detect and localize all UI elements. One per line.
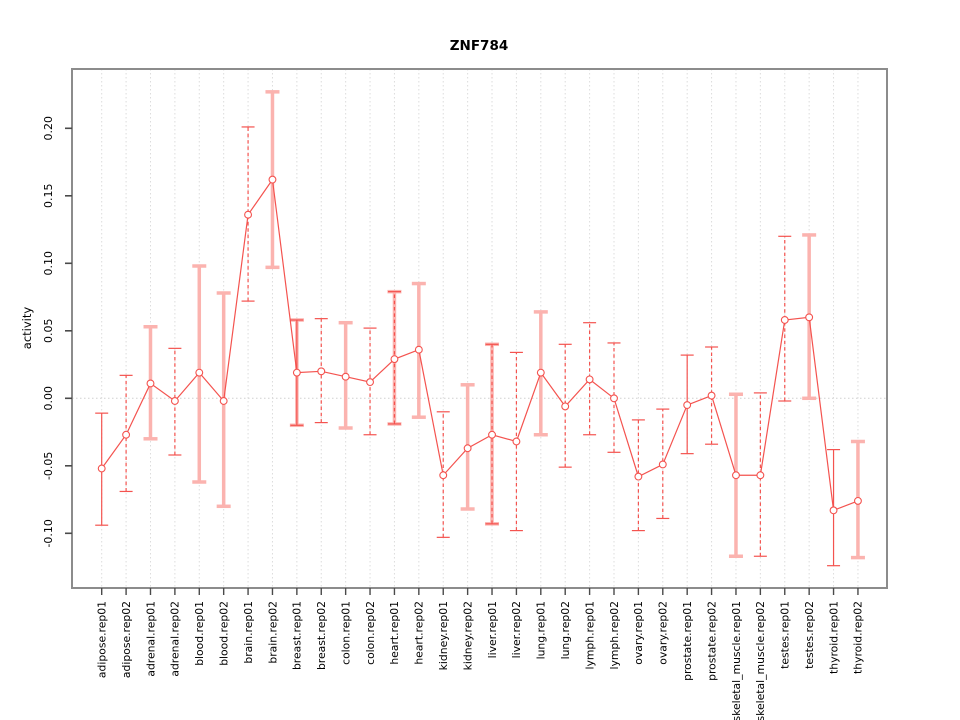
x-tick-label: ovary.rep02 [657, 601, 670, 665]
y-tick-label: -0.10 [42, 519, 55, 547]
data-point [634, 472, 643, 481]
y-tick-label: -0.05 [42, 452, 55, 480]
x-tick-label: adrenal.rep01 [144, 601, 157, 677]
x-tick-label: ovary.rep01 [632, 601, 645, 665]
x-tick-label: heart.rep01 [388, 601, 401, 665]
y-tick-label: 0.15 [42, 184, 55, 209]
x-tick-label: lung.rep01 [535, 601, 548, 659]
data-point [536, 368, 545, 377]
x-tick-label: brain.rep02 [266, 601, 279, 664]
data-point [439, 471, 448, 480]
x-tick-label: breast.rep01 [291, 601, 304, 670]
data-point [366, 378, 374, 387]
data-point [244, 210, 253, 219]
data-point [561, 402, 570, 411]
data-point [512, 437, 521, 446]
data-point [780, 316, 789, 324]
x-tick-label: colon.rep01 [339, 601, 352, 665]
data-point [268, 175, 277, 184]
data-point [805, 313, 814, 322]
data-point [463, 444, 472, 453]
x-tick-label: adrenal.rep02 [169, 601, 182, 677]
y-tick-label: 0.10 [42, 251, 55, 276]
data-point [390, 355, 399, 364]
data-point [488, 430, 496, 439]
x-tick-label: prostate.rep01 [681, 601, 694, 681]
data-point [658, 460, 667, 469]
plot-frame [71, 68, 888, 589]
y-axis-label: activity [20, 306, 34, 350]
y-tick-label: 0.00 [42, 386, 55, 411]
data-point [585, 375, 594, 384]
x-tick-label: kidney.rep01 [437, 601, 450, 670]
x-tick-label: testes.rep02 [803, 601, 816, 669]
x-tick-label: lymph.rep02 [608, 601, 621, 669]
data-point [317, 367, 326, 376]
x-tick-label: blood.rep02 [217, 601, 230, 666]
data-point [683, 401, 692, 409]
data-point [341, 372, 350, 381]
series-line [101, 177, 859, 512]
x-tick-label: adipose.rep02 [120, 601, 133, 678]
x-tick-label: kidney.rep02 [461, 601, 474, 670]
x-tick-label: blood.rep01 [193, 601, 206, 666]
x-tick-label: lymph.rep01 [583, 601, 596, 669]
data-point [853, 496, 862, 505]
x-tick-label: brain.rep01 [242, 601, 255, 664]
x-tick-label: liver.rep02 [510, 601, 523, 658]
chart-title: ZNF784 [449, 38, 509, 54]
x-tick-label: colon.rep02 [364, 601, 377, 665]
x-tick-label: testes.rep01 [779, 601, 792, 669]
x-tick-label: prostate.rep02 [705, 601, 718, 681]
x-tick-label: skeletal_muscle.rep01 [730, 601, 743, 720]
x-tick-label: lung.rep02 [559, 601, 572, 659]
x-tick-label: skeletal_muscle.rep02 [754, 601, 767, 720]
data-point [195, 368, 204, 377]
x-tick-label: thyroid.rep01 [827, 601, 840, 674]
x-tick-label: liver.rep01 [486, 601, 499, 658]
data-point [122, 430, 131, 439]
data-point [170, 397, 179, 405]
x-tick-label: breast.rep02 [315, 601, 328, 670]
x-tick-label: thyroid.rep02 [852, 601, 865, 674]
data-point [732, 471, 740, 480]
y-tick-label: 0.05 [42, 319, 55, 344]
data-point [219, 397, 228, 405]
data-point [414, 345, 423, 354]
x-tick-label: adipose.rep01 [96, 601, 109, 678]
data-point [97, 464, 106, 473]
y-tick-label: 0.20 [42, 116, 55, 141]
data-point [756, 471, 765, 480]
data-point [707, 391, 716, 400]
x-tick-label: heart.rep02 [413, 601, 426, 665]
data-point [146, 379, 155, 388]
data-point [829, 506, 838, 515]
data-point [292, 368, 301, 377]
data-point [610, 394, 618, 403]
